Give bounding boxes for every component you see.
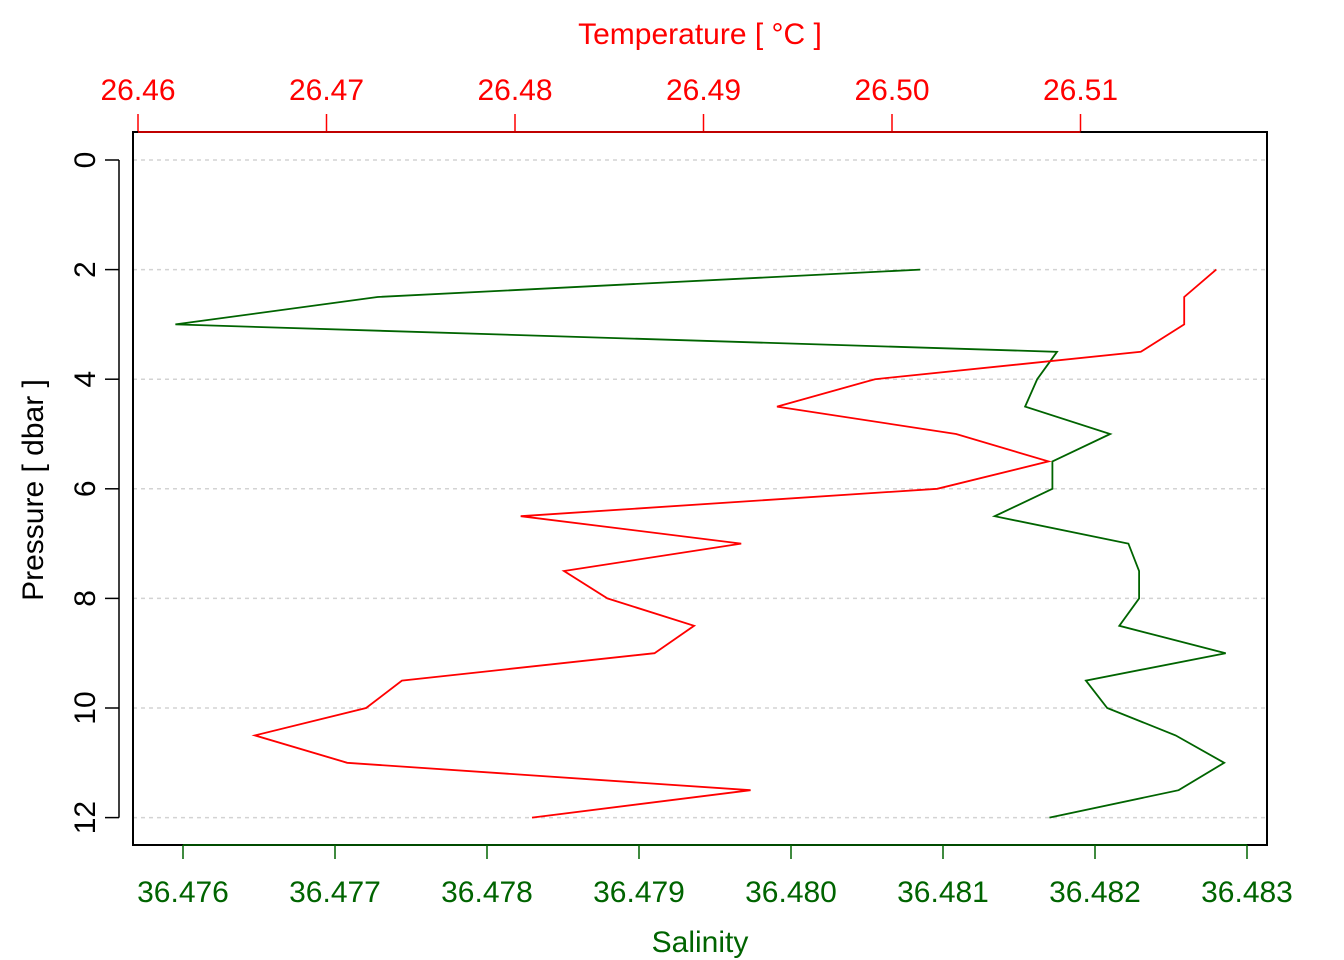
salinity-tick-label: 36.476 [137, 876, 229, 909]
salinity-axis: 36.476 36.477 36.478 36.479 36.480 36.481 36.4… [137, 844, 1293, 909]
temperature-tick-label: 26.49 [666, 74, 741, 107]
pressure-tick-label: 6 [69, 480, 102, 497]
pressure-axis: 0 2 4 6 8 10 12 [69, 152, 120, 834]
pressure-tick-label: 0 [69, 152, 102, 169]
temperature-axis: 26.46 26.47 26.48 26.49 26.50 26.51 [100, 74, 1118, 133]
pressure-tick-label: 12 [69, 801, 102, 834]
salinity-tick-label: 36.482 [1049, 876, 1141, 909]
temperature-tick-label: 26.46 [100, 74, 175, 107]
salinity-series-line [175, 268, 1226, 819]
temperature-tick-label: 26.51 [1043, 74, 1118, 107]
salinity-tick-label: 36.477 [289, 876, 381, 909]
grid-lines [133, 159, 1267, 819]
temperature-axis-title: Temperature [ °C ] [578, 18, 822, 51]
salinity-tick-label: 36.483 [1201, 876, 1293, 909]
temperature-tick-label: 26.48 [477, 74, 552, 107]
pressure-tick-label: 4 [69, 371, 102, 388]
salinity-tick-label: 36.479 [593, 876, 685, 909]
salinity-tick-label: 36.480 [745, 876, 837, 909]
pressure-tick-label: 8 [69, 590, 102, 607]
temperature-series-line [251, 268, 1217, 819]
pressure-axis-title: Pressure [ dbar ] [17, 379, 50, 601]
salinity-tick-label: 36.478 [441, 876, 533, 909]
salinity-axis-title: Salinity [652, 926, 749, 959]
series-lines [175, 268, 1226, 819]
pressure-tick-label: 2 [69, 261, 102, 278]
pressure-tick-label: 10 [69, 691, 102, 724]
temperature-tick-label: 26.47 [289, 74, 364, 107]
salinity-tick-label: 36.481 [897, 876, 989, 909]
temperature-tick-label: 26.50 [854, 74, 929, 107]
